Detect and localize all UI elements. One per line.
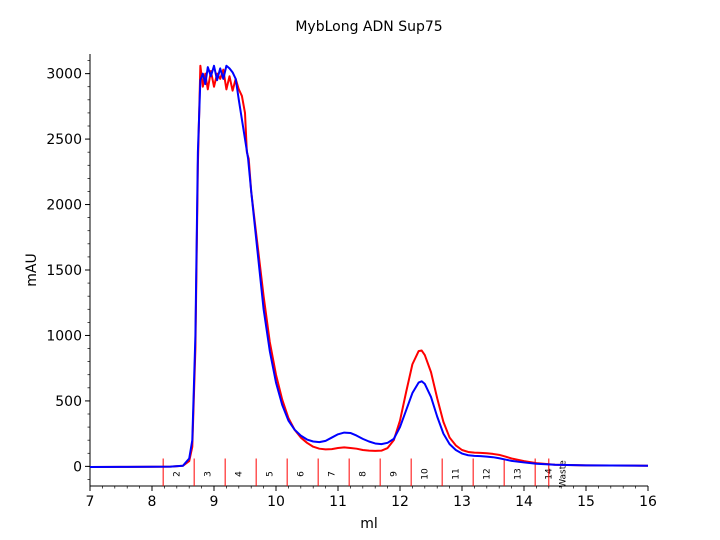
fraction-label: 7	[328, 471, 338, 477]
x-tick-label: 7	[86, 494, 95, 510]
y-tick-label: 2000	[46, 198, 82, 214]
y-tick-label: 1000	[46, 328, 82, 344]
y-tick-label: 2500	[46, 132, 82, 148]
x-axis-label: ml	[360, 516, 378, 532]
red-series-line	[89, 64, 649, 469]
y-tick-label: 0	[73, 459, 82, 475]
fraction-label: 8	[359, 471, 369, 477]
fraction-label: Waste	[558, 460, 568, 488]
x-tick-label: 8	[148, 494, 157, 510]
fraction-label: 12	[483, 468, 493, 479]
fraction-label: 11	[452, 468, 462, 479]
fraction-label: 9	[390, 471, 400, 477]
x-tick-label: 12	[391, 494, 409, 510]
fraction-label: 4	[235, 471, 245, 477]
fraction-label: 13	[514, 468, 524, 479]
x-tick-label: 15	[577, 494, 595, 510]
x-tick-label: 9	[210, 494, 219, 510]
fraction-label: 2	[173, 471, 183, 477]
fraction-label: 14	[545, 468, 555, 480]
fraction-label: 3	[204, 471, 214, 477]
fraction-label: 5	[266, 471, 276, 477]
chart-title: MybLong ADN Sup75	[295, 19, 442, 35]
y-tick-label: 1500	[46, 263, 82, 279]
x-tick-label: 16	[639, 494, 657, 510]
fraction-label: 10	[421, 468, 431, 480]
fraction-label: 6	[297, 471, 307, 477]
y-axis-label: mAU	[24, 253, 40, 286]
y-tick-label: 500	[55, 394, 82, 410]
x-tick-label: 13	[453, 494, 471, 510]
blue-series-line	[89, 64, 649, 469]
x-tick-label: 14	[515, 494, 533, 510]
plot-area: 7 8 9 10 11 12 13 14 15 16 0 500 1000 1500 2000 2500 300…	[46, 54, 657, 510]
x-tick-label: 11	[329, 494, 347, 510]
x-tick-label: 10	[267, 494, 285, 510]
y-tick-label: 3000	[46, 67, 82, 83]
